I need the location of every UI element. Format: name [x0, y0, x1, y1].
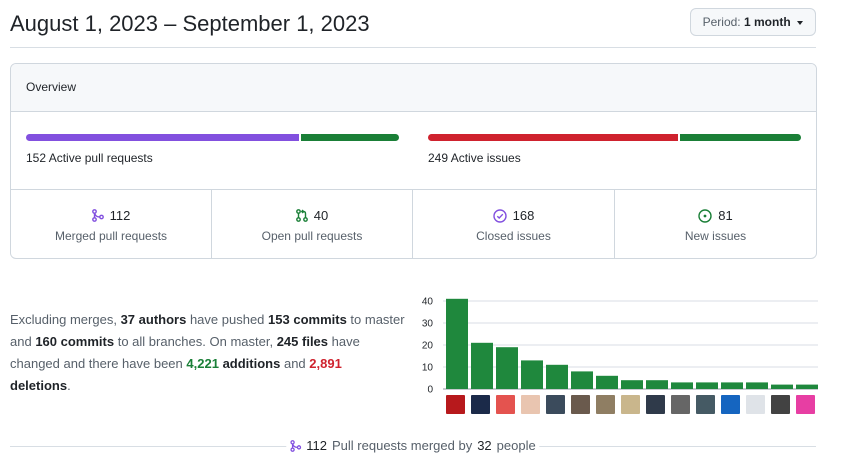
active-issues-caption: 249 Active issues: [428, 151, 801, 165]
summary-text: to master and: [10, 312, 405, 349]
contributor-bar[interactable]: [446, 298, 468, 389]
merged-pull-requests-segment: [26, 134, 299, 141]
issue-opened-icon: [698, 208, 712, 223]
merged-pr-footer: 112 Pull requests merged by 32 people: [10, 436, 816, 456]
active-pull-requests-caption: 152 Active pull requests: [26, 151, 399, 165]
commits-count: 153 commits: [268, 312, 347, 327]
contributor-bar[interactable]: [771, 384, 793, 389]
contributor-avatar[interactable]: [721, 395, 740, 414]
contributor-bar[interactable]: [721, 382, 743, 389]
contributor-avatar[interactable]: [496, 395, 515, 414]
closed-issues-segment: [428, 134, 678, 141]
date-range-title: August 1, 2023 – September 1, 2023: [10, 11, 370, 36]
new-issues-label: New issues: [684, 229, 747, 243]
git-pull-request-icon: [295, 209, 308, 222]
additions-count: 4,221: [186, 356, 219, 371]
merged-pr-text: Pull requests merged by: [332, 438, 473, 453]
closed-issues-label: Closed issues: [476, 229, 551, 243]
pull-requests-progress-bar[interactable]: [26, 134, 399, 141]
contributors-bar-chart: 0 10 20 30 40: [422, 297, 818, 414]
issue-closed-icon: [492, 208, 507, 223]
open-pull-requests-segment: [301, 134, 399, 141]
contributor-bar[interactable]: [471, 342, 493, 389]
contributor-bar[interactable]: [696, 382, 718, 389]
commit-summary: Excluding merges, 37 authors have pushed…: [10, 309, 405, 397]
stat-closed-issues[interactable]: 168 Closed issues: [413, 190, 615, 258]
deletions-count: 2,891: [309, 356, 342, 371]
summary-text: and: [283, 356, 306, 371]
overview-title: Overview: [11, 64, 816, 112]
contributor-avatar[interactable]: [621, 395, 640, 414]
overview-stats: 112 Merged pull requests 40 Open pull re…: [11, 190, 816, 258]
active-pull-requests-count: 152: [26, 151, 47, 165]
page-header: August 1, 2023 – September 1, 2023 Perio…: [10, 0, 816, 48]
git-merge-icon: [290, 439, 302, 452]
people-count: 32: [477, 438, 492, 453]
open-pull-requests-label: Open pull requests: [261, 229, 363, 243]
closed-issues-value: 168: [512, 208, 535, 223]
summary-text: to all branches. On master,: [117, 334, 274, 349]
pull-requests-summary: 152 Active pull requests: [26, 134, 399, 165]
issues-progress-bar[interactable]: [428, 134, 801, 141]
contributor-avatar[interactable]: [596, 395, 615, 414]
contributor-bar[interactable]: [521, 360, 543, 389]
contributor-avatar[interactable]: [771, 395, 790, 414]
merged-pull-requests-value: 112: [109, 208, 131, 223]
summary-text: Excluding merges,: [10, 312, 117, 327]
contributor-avatar[interactable]: [571, 395, 590, 414]
contributor-avatar[interactable]: [471, 395, 490, 414]
activity-bars: 152 Active pull requests 249 Active issu…: [11, 112, 816, 190]
contributor-bar[interactable]: [621, 380, 643, 389]
y-tick-label: 30: [422, 319, 434, 330]
stat-open-pull-requests[interactable]: 40 Open pull requests: [212, 190, 413, 258]
overview-box: Overview 152 Active pull requests 249 Ac…: [10, 63, 817, 259]
contributor-avatar[interactable]: [446, 395, 465, 414]
summary-text: have pushed: [189, 312, 265, 327]
merged-pull-requests-label: Merged pull requests: [54, 229, 168, 243]
contributor-avatar[interactable]: [746, 395, 765, 414]
contributor-bar[interactable]: [496, 347, 518, 389]
files-count: 245 files: [276, 334, 329, 349]
stat-merged-pull-requests[interactable]: 112 Merged pull requests: [11, 190, 212, 258]
contributor-avatar[interactable]: [696, 395, 715, 414]
contributor-bar[interactable]: [646, 380, 668, 389]
git-merge-icon: [91, 209, 104, 222]
issues-summary: 249 Active issues: [428, 134, 801, 165]
contributor-bar[interactable]: [546, 364, 568, 389]
y-tick-label: 0: [427, 385, 433, 396]
period-value: 1 month: [743, 15, 791, 29]
y-tick-label: 20: [422, 341, 434, 352]
period-label: Period:: [702, 15, 741, 29]
people-label: people: [496, 438, 536, 453]
y-tick-label: 40: [422, 297, 434, 308]
y-tick-label: 10: [422, 363, 434, 374]
all-branches-commits-count: 160 commits: [35, 334, 115, 349]
merged-pr-summary[interactable]: 112 Pull requests merged by 32 people: [286, 438, 540, 453]
open-pull-requests-value: 40: [313, 208, 329, 223]
contributor-avatar[interactable]: [646, 395, 665, 414]
contributor-avatar[interactable]: [796, 395, 815, 414]
contributor-bar[interactable]: [571, 371, 593, 389]
deletions-label: deletions: [10, 378, 68, 393]
contributor-avatar[interactable]: [671, 395, 690, 414]
authors-count: 37 authors: [120, 312, 187, 327]
new-issues-segment: [680, 134, 801, 141]
active-issues-label: Active issues: [450, 151, 521, 165]
summary-text: have changed and there have been: [10, 334, 360, 371]
contributor-bar[interactable]: [746, 382, 768, 389]
contributor-bar[interactable]: [796, 384, 818, 389]
contributor-bar[interactable]: [596, 375, 618, 389]
stat-new-issues[interactable]: 81 New issues: [615, 190, 816, 258]
caret-down-icon: [797, 20, 803, 25]
merged-pr-count: 112: [306, 438, 328, 453]
additions-label: additions: [222, 356, 281, 371]
active-issues-count: 249: [428, 151, 449, 165]
active-pull-requests-label: Active pull requests: [48, 151, 153, 165]
summary-text: .: [67, 378, 71, 393]
contributor-avatar[interactable]: [546, 395, 565, 414]
contributor-avatar[interactable]: [521, 395, 540, 414]
new-issues-value: 81: [718, 208, 733, 223]
period-dropdown-button[interactable]: Period: 1 month: [689, 8, 816, 36]
contributor-bar[interactable]: [671, 382, 693, 389]
